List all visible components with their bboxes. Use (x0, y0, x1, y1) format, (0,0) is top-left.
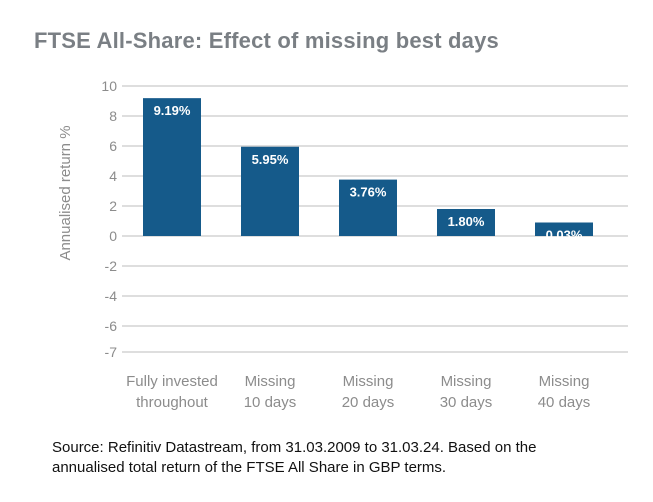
data-label: 0.03% (546, 228, 583, 243)
source-note: Source: Refinitiv Datastream, from 31.03… (52, 438, 632, 478)
data-label: 1.80% (448, 214, 485, 229)
bar (241, 146, 299, 236)
y-tick-label: -2 (105, 258, 118, 274)
x-tick-label: 10 days (244, 394, 297, 411)
y-tick-label: 6 (109, 138, 117, 154)
source-line-2: annualised total return of the FTSE All … (52, 459, 447, 476)
x-tick-label: Missing (245, 373, 296, 390)
chart-title: FTSE All-Share: Effect of missing best d… (34, 28, 499, 53)
x-tick-label: Missing (441, 373, 492, 390)
data-label: 5.95% (252, 152, 289, 167)
y-tick-label: 0 (109, 228, 117, 244)
bars: 9.19% 5.95% 3.76% 1.80% 0.03% (143, 98, 593, 243)
bar (143, 98, 201, 237)
y-tick-label: 8 (109, 108, 117, 124)
x-tick-label: 40 days (538, 394, 591, 411)
y-axis-label: Annualised return % (57, 125, 74, 260)
bar (339, 179, 397, 236)
x-tick-label: Missing (539, 373, 590, 390)
x-tick-label: Missing (343, 373, 394, 390)
x-tick-label: 30 days (440, 394, 493, 411)
y-tick-labels: 10 8 6 4 2 0 -2 -4 -6 -7 (101, 78, 117, 360)
y-tick-label: 2 (109, 198, 117, 214)
y-tick-label: 10 (101, 78, 117, 94)
data-label: 9.19% (154, 103, 191, 118)
x-tick-label: 20 days (342, 394, 395, 411)
y-tick-label: -4 (105, 288, 118, 304)
x-tick-label: throughout (136, 394, 209, 411)
y-tick-label: -6 (105, 318, 118, 334)
y-tick-label: 4 (109, 168, 117, 184)
bar (437, 209, 495, 236)
bar (535, 222, 593, 236)
data-label: 3.76% (350, 185, 387, 200)
x-tick-labels: Fully invested throughout Missing 10 days Mi… (126, 373, 590, 411)
bar-chart: 10 8 6 4 2 0 -2 -4 -6 -7 Annualised return % 9.19… (57, 78, 628, 411)
source-line-1: Source: Refinitiv Datastream, from 31.03… (52, 439, 537, 456)
x-tick-label: Fully invested (126, 373, 218, 390)
y-tick-label: -7 (105, 344, 118, 360)
